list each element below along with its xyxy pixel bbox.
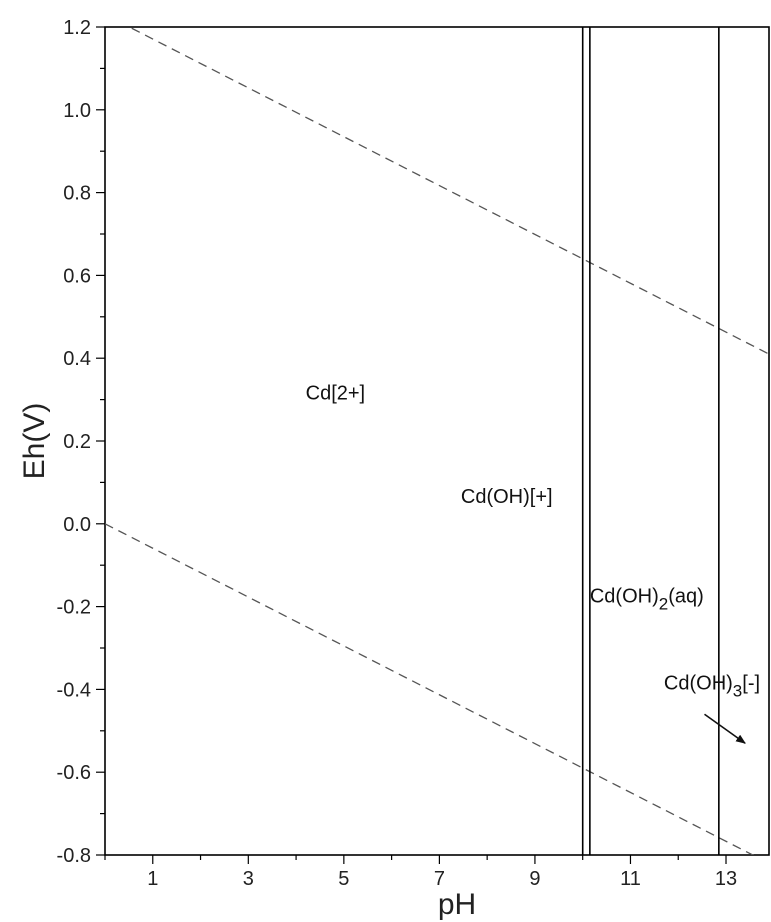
plot-area: 1 3 5 7 9 11 13 1.21.00.80.60.40.20.0-0.2-0.4-…	[57, 17, 770, 890]
x-tick-label: 5	[338, 868, 349, 890]
water-stability-line-2	[105, 523, 755, 855]
y-tick-label: 0.0	[63, 514, 91, 536]
y-tick-label: -0.4	[57, 679, 91, 701]
y-tick-label: -0.2	[57, 597, 91, 619]
species-label: Cd(OH)3[-]	[664, 672, 760, 700]
y-tick-label: -0.6	[57, 762, 91, 784]
x-tick-label: 1	[147, 868, 158, 890]
x-tick-label: 11	[620, 868, 641, 890]
y-tick-label: 1.0	[63, 100, 91, 122]
x-axis-ticks: 1 3 5 7 9 11 13	[104, 855, 737, 890]
y-tick-label: -0.8	[57, 845, 91, 867]
x-tick-label: 13	[715, 868, 737, 890]
species-label: Cd(OH)[+]	[461, 486, 553, 508]
x-tick-label: 7	[434, 868, 445, 890]
y-tick-label: 0.2	[63, 431, 91, 453]
phase-boundaries	[581, 27, 720, 855]
x-axis-title: pH	[438, 888, 476, 921]
y-axis-title: Eh(V)	[18, 403, 51, 480]
region-labels: Cd[2+] Cd(OH)[+] Cd(OH)2(aq) Cd(OH)3[-]	[306, 383, 760, 701]
y-tick-label: 0.8	[63, 183, 91, 205]
y-axis-ticks: 1.2 1.0 0.8 0.6 0.4 0.2 0.0 -0.2 -0.4 -0.6 -0.8	[57, 17, 105, 867]
water-stability-line-1	[127, 27, 769, 355]
x-tick-label: 9	[529, 868, 540, 890]
y-tick-label: 0.6	[63, 265, 91, 287]
y-tick-label: 0.4	[63, 348, 91, 370]
series-layer	[105, 27, 769, 855]
y-tick-label: 1.2	[63, 17, 91, 39]
species-label: Cd[2+]	[306, 383, 365, 405]
species-label: Cd(OH)2(aq)	[590, 585, 704, 613]
x-tick-label: 3	[243, 868, 254, 890]
species-arrow	[704, 713, 746, 744]
plot-frame	[104, 26, 770, 856]
